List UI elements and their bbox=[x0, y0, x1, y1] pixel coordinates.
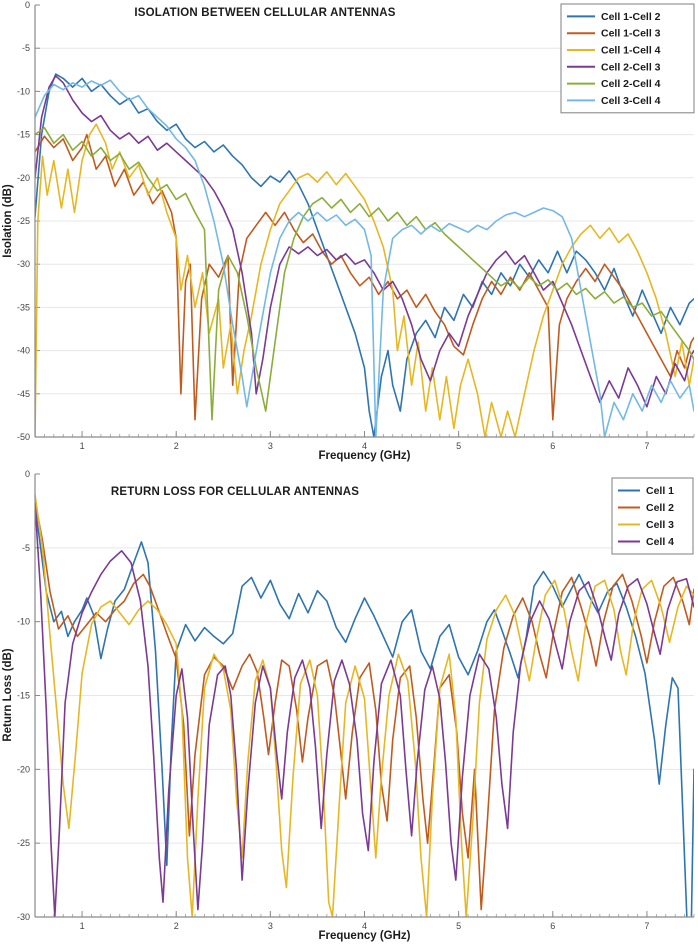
x-tick-label: 7 bbox=[644, 441, 649, 451]
return-loss-x-axis-label: Frequency (GHz) bbox=[318, 930, 411, 942]
series-line-cell-3 bbox=[35, 493, 694, 917]
x-tick-label: 5 bbox=[456, 441, 461, 451]
legend-label: Cell 2-Cell 4 bbox=[601, 78, 661, 90]
y-tick-label: -5 bbox=[22, 543, 30, 553]
series-line-cell-1-cell-2 bbox=[35, 73, 694, 437]
isolation-chart-title: ISOLATION BETWEEN CELLULAR ANTENNAS bbox=[134, 7, 396, 19]
isolation-y-axis-label: Isolation (dB) bbox=[2, 184, 14, 258]
y-tick-label: -20 bbox=[17, 764, 30, 774]
series-line-cell-3-cell-4 bbox=[35, 79, 694, 437]
x-tick-label: 2 bbox=[174, 441, 179, 451]
legend-label: Cell 1-Cell 2 bbox=[601, 11, 661, 23]
series-line-cell-2-cell-4 bbox=[35, 126, 694, 421]
x-tick-label: 7 bbox=[644, 921, 649, 931]
x-tick-label: 2 bbox=[174, 921, 179, 931]
x-tick-label: 1 bbox=[80, 441, 85, 451]
legend-label: Cell 3-Cell 4 bbox=[601, 95, 661, 107]
legend-label: Cell 3 bbox=[646, 519, 674, 531]
series-group bbox=[35, 493, 694, 917]
x-tick-label: 4 bbox=[362, 441, 367, 451]
y-tick-label: -25 bbox=[17, 838, 30, 848]
return-loss-chart: 1 2 3 4 5 6 7 0 -5 -10 -15 -20 -25 -30 Cell 1 Cell 2 Cel… bbox=[0, 470, 698, 950]
y-tick-label: -30 bbox=[17, 259, 30, 269]
y-tick-label: -10 bbox=[17, 86, 30, 96]
x-tick-label: 3 bbox=[268, 921, 273, 931]
legend-label: Cell 2-Cell 3 bbox=[601, 61, 661, 73]
y-tick-label: -5 bbox=[22, 43, 30, 53]
series-line-cell-1-cell-3 bbox=[35, 133, 694, 421]
series-group bbox=[35, 73, 694, 437]
series-line-cell-1-cell-4 bbox=[35, 123, 694, 437]
y-tick-label: -50 bbox=[17, 432, 30, 442]
isolation-chart: 1 2 3 4 5 6 7 0 -5 -10 -15 -20 -25 -30 -35 -40 -45 -50 Cel… bbox=[0, 0, 698, 470]
x-tick-label: 6 bbox=[550, 441, 555, 451]
y-tick-label: 0 bbox=[25, 0, 30, 10]
legend-label: Cell 1 bbox=[646, 485, 674, 497]
y-tick-label: -20 bbox=[17, 173, 30, 183]
isolation-plot-area: 1 2 3 4 5 6 7 0 -5 -10 -15 -20 -25 -30 -35 -40 -45 -50 Cel… bbox=[17, 0, 695, 451]
y-tick-label: 0 bbox=[25, 470, 30, 479]
isolation-x-axis-label: Frequency (GHz) bbox=[318, 450, 411, 462]
y-tick-label: -25 bbox=[17, 216, 30, 226]
legend-label: Cell 1-Cell 4 bbox=[601, 45, 661, 57]
x-tick-label: 6 bbox=[550, 921, 555, 931]
y-tick-label: -35 bbox=[17, 302, 30, 312]
legend-label: Cell 4 bbox=[646, 536, 674, 548]
y-tick-label: -10 bbox=[17, 617, 30, 627]
y-tick-label: -45 bbox=[17, 389, 30, 399]
y-tick-label: -30 bbox=[17, 912, 30, 922]
x-tick-label: 1 bbox=[80, 921, 85, 931]
return-loss-y-axis-label: Return Loss (dB) bbox=[2, 648, 14, 742]
x-tick-label: 5 bbox=[456, 921, 461, 931]
legend-box bbox=[560, 3, 695, 114]
series-line-cell-1 bbox=[35, 505, 694, 917]
x-tick-label: 4 bbox=[362, 921, 367, 931]
y-tick-label: -40 bbox=[17, 346, 30, 356]
return-loss-plot-area: 1 2 3 4 5 6 7 0 -5 -10 -15 -20 -25 -30 Cell 1 Cell 2 Cel… bbox=[17, 470, 695, 931]
legend-label: Cell 2 bbox=[646, 502, 674, 514]
y-tick-label: -15 bbox=[17, 130, 30, 140]
y-tick-label: -15 bbox=[17, 691, 30, 701]
series-line-cell-4 bbox=[35, 502, 694, 917]
series-line-cell-2-cell-3 bbox=[35, 75, 694, 408]
legend-label: Cell 1-Cell 3 bbox=[601, 28, 661, 40]
x-tick-label: 3 bbox=[268, 441, 273, 451]
return-loss-chart-title: RETURN LOSS FOR CELLULAR ANTENNAS bbox=[110, 486, 360, 498]
